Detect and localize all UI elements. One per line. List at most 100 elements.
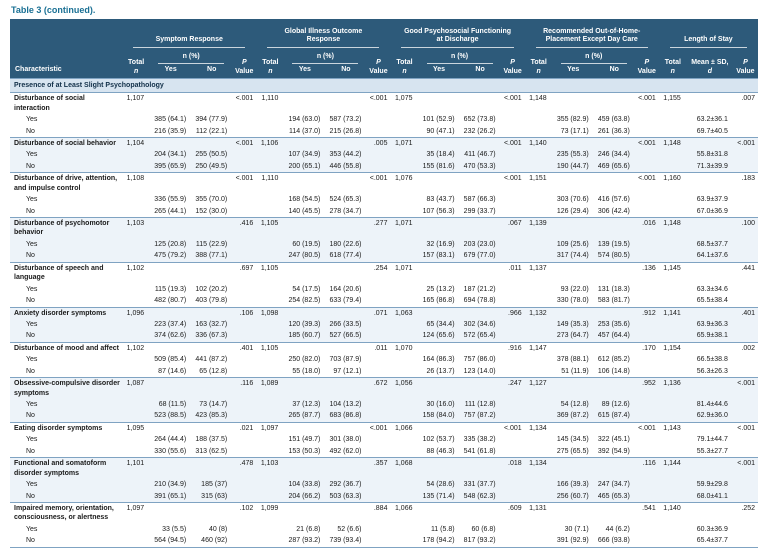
no-row-label: No <box>26 127 35 135</box>
no-count-cell: 52 (6.6) <box>337 525 362 533</box>
empty-cell <box>418 457 460 480</box>
table-row: No 216 (35.9) 112 (22.1) 114 (37.0) 215 (26.… <box>10 126 758 138</box>
empty-cell <box>732 238 758 251</box>
empty-cell <box>500 238 525 251</box>
no-count-cell: 123 (14.0) <box>463 367 496 375</box>
mean-sd-cell: 65.9±38.1 <box>686 330 733 343</box>
mean-sd-cell: 69.7±40.5 <box>696 127 728 135</box>
yes-count-cell: 265 (44.1) <box>154 207 187 215</box>
total-n-cell: 1,099 <box>256 501 285 524</box>
no-count-cell: 65 (12.8) <box>199 367 228 375</box>
yes-count-cell: 145 (34.5) <box>556 436 589 444</box>
yes-count-cell: 155 (81.6) <box>418 160 460 173</box>
yes-count-cell: 83 (43.7) <box>426 196 455 204</box>
total-n-cell: 1,154 <box>658 341 687 355</box>
empty-cell <box>634 160 659 173</box>
empty-cell <box>122 366 150 378</box>
empty-cell <box>122 250 151 263</box>
no-count-cell: 574 (80.5) <box>593 250 635 263</box>
yes-count-cell: 264 (44.4) <box>154 436 187 444</box>
empty-cell <box>390 250 419 263</box>
no-count-cell: 111 (12.8) <box>459 399 501 411</box>
empty-cell <box>634 330 659 343</box>
empty-cell <box>552 216 594 239</box>
total-n-cell: 1,134 <box>524 421 553 435</box>
yes-row-label: Yes <box>26 356 38 364</box>
yes-count-cell: 194 (63.0) <box>288 116 321 124</box>
empty-cell <box>390 206 418 218</box>
mean-sd-cell: 68.5±37.7 <box>686 238 733 251</box>
empty-cell <box>232 284 256 295</box>
no-row-label: No <box>10 490 123 503</box>
yes-count-cell: 26 (13.7) <box>426 367 455 375</box>
no-count-cell: 633 (79.4) <box>329 297 362 305</box>
table-title: Table 3 (continued). <box>11 5 96 15</box>
yes-count-cell: 391 (92.9) <box>556 537 589 545</box>
empty-cell <box>122 446 150 458</box>
empty-cell <box>658 238 687 251</box>
no-count-cell: 163 (32.7) <box>191 318 233 331</box>
total-n-cell: 1,140 <box>658 501 687 524</box>
yes-row-label: Yes <box>10 318 123 331</box>
no-count-cell: 89 (12.6) <box>593 399 635 411</box>
empty-cell <box>150 457 192 480</box>
total-n-cell: 1,071 <box>390 136 419 150</box>
table-row: No 564 (94.5) 460 (92) 287 (93.2) 739 (93.4)… <box>10 535 758 547</box>
no-count-cell: 40 (8) <box>208 525 228 533</box>
total-n-cell: 1,066 <box>390 501 419 524</box>
empty-cell <box>524 399 553 411</box>
p-value-cell: .106 <box>232 306 257 319</box>
empty-cell <box>366 330 391 343</box>
empty-cell <box>325 421 367 435</box>
empty-cell <box>191 421 233 435</box>
no-count-cell: 278 (34.7) <box>329 207 362 215</box>
empty-cell <box>500 330 525 343</box>
yes-column-header: Yes <box>150 65 192 79</box>
p-value-cell: .254 <box>366 261 391 284</box>
table-row: Yes 68 (11.5) 73 (14.7) 37 (12.3) 104 (13.2)… <box>10 399 758 411</box>
yes-row-label: Yes <box>26 525 38 533</box>
p-value-header: P Value <box>634 49 659 79</box>
empty-cell <box>733 434 758 445</box>
empty-cell <box>366 446 390 458</box>
no-count-cell: 139 (19.5) <box>593 238 635 251</box>
yes-count-cell: 124 (65.6) <box>418 330 460 343</box>
section-header-row: Presence of at Least Slight Psychopathol… <box>10 77 758 93</box>
p-value-cell: .016 <box>634 216 659 239</box>
yes-count-cell: 164 (86.3) <box>422 356 455 364</box>
empty-cell <box>256 354 284 365</box>
no-count-cell: 185 (37) <box>191 479 233 491</box>
yes-count-cell: 204 (66.2) <box>284 490 326 503</box>
empty-cell <box>122 524 150 535</box>
empty-cell <box>232 250 257 263</box>
empty-cell <box>284 92 326 115</box>
empty-cell <box>733 366 758 378</box>
empty-cell <box>658 160 687 173</box>
table-row: Yes 509 (85.4) 441 (87.2) 250 (82.0) 703 (87… <box>10 354 758 365</box>
yes-count-cell: 55 (18.0) <box>292 367 321 375</box>
table-row: Obsessive-compulsive disorder symptoms 1,… <box>10 377 758 399</box>
empty-cell <box>525 194 553 205</box>
empty-cell <box>325 172 367 195</box>
table-row: No 482 (80.7) 403 (79.8) 254 (82.5) 633 (79.… <box>10 295 758 307</box>
empty-cell <box>501 535 525 547</box>
empty-cell <box>686 261 733 284</box>
empty-cell <box>284 341 326 355</box>
p-value-cell: .401 <box>232 341 257 355</box>
empty-cell <box>366 479 391 491</box>
no-count-cell: 679 (77.0) <box>459 250 501 263</box>
no-count-cell: 423 (85.3) <box>191 410 233 423</box>
empty-cell <box>325 136 367 150</box>
p-value-cell: .441 <box>732 261 758 284</box>
empty-cell <box>593 216 635 239</box>
table-row: Disturbance of mood and affect 1,102.401 1… <box>10 341 758 355</box>
no-count-cell: 253 (35.6) <box>593 318 635 331</box>
yes-count-cell: 107 (56.3) <box>422 207 455 215</box>
empty-cell <box>593 341 635 355</box>
no-count-cell: 541 (61.8) <box>463 447 496 455</box>
yes-count-cell: 168 (54.5) <box>288 196 321 204</box>
yes-count-cell: 54 (28.6) <box>418 479 460 491</box>
empty-cell <box>418 377 460 399</box>
empty-cell <box>525 354 553 365</box>
empty-cell <box>732 410 758 423</box>
